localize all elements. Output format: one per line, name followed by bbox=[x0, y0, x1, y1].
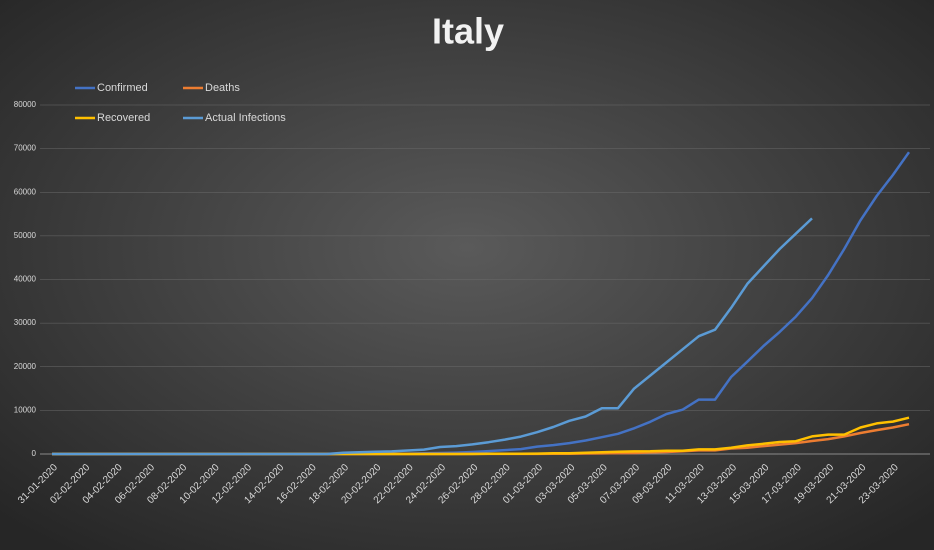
legend-label: Recovered bbox=[97, 112, 150, 124]
y-tick-label: 10000 bbox=[14, 405, 37, 414]
y-tick-label: 70000 bbox=[14, 144, 37, 153]
y-tick-label: 20000 bbox=[14, 362, 37, 371]
y-tick-label: 0 bbox=[32, 449, 37, 458]
y-tick-label: 50000 bbox=[14, 231, 37, 240]
y-tick-label: 40000 bbox=[14, 275, 37, 284]
y-tick-label: 80000 bbox=[14, 100, 37, 109]
chart-title: Italy bbox=[432, 11, 504, 52]
legend-label: Deaths bbox=[205, 82, 240, 94]
legend-label: Actual Infections bbox=[205, 112, 286, 124]
y-tick-label: 60000 bbox=[14, 187, 37, 196]
series-line bbox=[52, 217, 813, 456]
y-tick-label: 30000 bbox=[14, 318, 37, 327]
legend-label: Confirmed bbox=[97, 82, 148, 94]
